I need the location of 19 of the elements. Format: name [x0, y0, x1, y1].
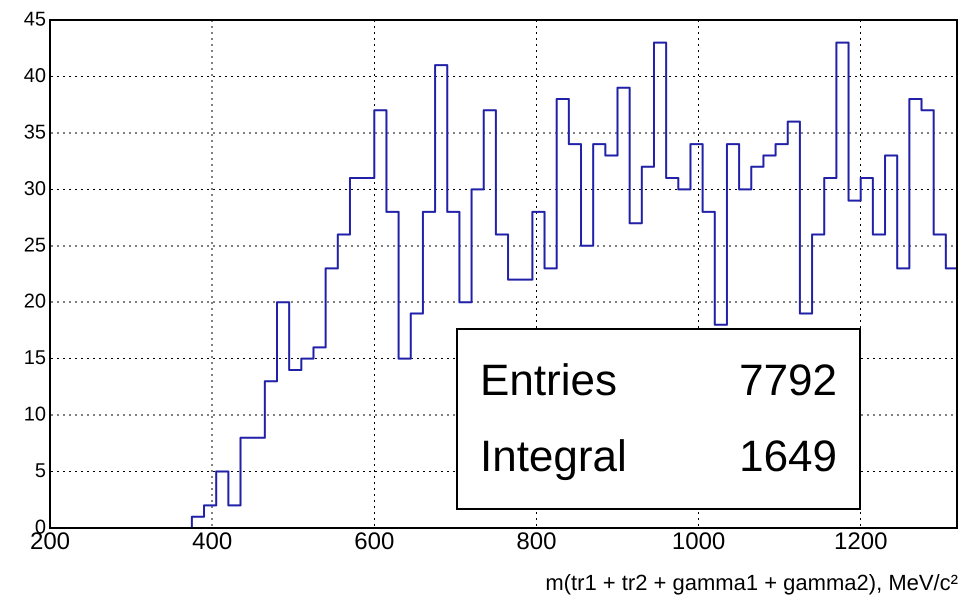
x-tick-label: 400	[192, 528, 232, 556]
annotation: Integral	[480, 432, 628, 481]
y-tick-label: 45	[24, 8, 46, 31]
x-tick-label: 1000	[672, 528, 726, 556]
y-tick-label: 5	[34, 460, 46, 482]
annotation: 7792	[739, 356, 837, 406]
y-tick-label: 20	[24, 290, 46, 313]
annotation: 1649	[739, 432, 837, 481]
y-tick-label: 30	[24, 178, 46, 200]
annotation: Entries	[480, 356, 618, 406]
x-axis-title: m(tr1 + tr2 + gamma1 + gamma2), MeV/c²	[545, 570, 958, 595]
x-tick-label: 800	[516, 528, 556, 556]
x-tick-label: 600	[354, 528, 394, 556]
y-tick-label: 25	[24, 234, 46, 256]
x-tick-label: 1200	[834, 528, 888, 556]
y-tick-label: 10	[24, 404, 46, 426]
y-tick-label: 35	[24, 121, 46, 144]
y-tick-label: 15	[24, 347, 46, 370]
y-tick-label: 40	[24, 64, 46, 87]
